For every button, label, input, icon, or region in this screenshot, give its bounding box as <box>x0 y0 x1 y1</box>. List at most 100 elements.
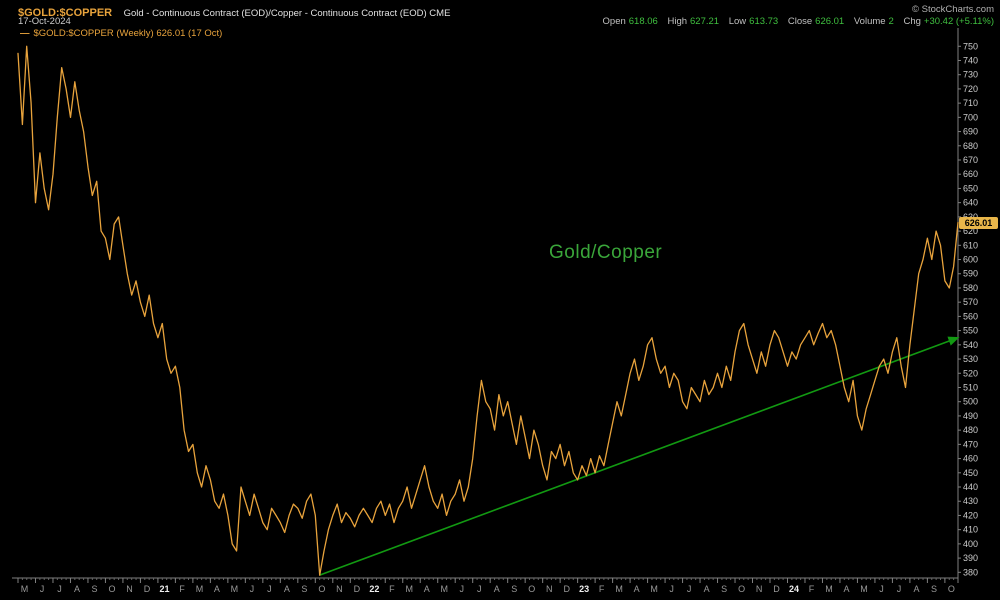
y-tick-label: 720 <box>963 84 978 94</box>
x-month-label: M <box>406 584 414 594</box>
x-month-label: S <box>721 584 727 594</box>
series-legend: — $GOLD:$COPPER (Weekly) 626.01 (17 Oct) <box>20 28 222 39</box>
x-month-label: O <box>318 584 325 594</box>
y-tick-label: 620 <box>963 226 978 236</box>
y-tick-label: 640 <box>963 198 978 208</box>
y-tick-label: 740 <box>963 55 978 65</box>
y-tick-label: 690 <box>963 127 978 137</box>
y-tick-label: 700 <box>963 112 978 122</box>
y-tick-label: 460 <box>963 454 978 464</box>
x-month-label: M <box>441 584 449 594</box>
legend-line-swatch: — <box>20 28 30 39</box>
y-tick-label: 670 <box>963 155 978 165</box>
x-year-label: 21 <box>159 584 169 594</box>
y-tick-label: 530 <box>963 354 978 364</box>
x-month-label: D <box>144 584 151 594</box>
y-tick-label: 450 <box>963 468 978 478</box>
x-month-label: O <box>948 584 955 594</box>
x-month-label: M <box>196 584 204 594</box>
x-month-label: A <box>424 584 430 594</box>
x-month-label: M <box>615 584 623 594</box>
x-month-label: N <box>126 584 133 594</box>
y-tick-label: 410 <box>963 525 978 535</box>
y-tick-label: 540 <box>963 340 978 350</box>
x-month-label: M <box>21 584 29 594</box>
chart-date: 17-Oct-2024 <box>18 16 71 27</box>
x-month-label: J <box>267 584 272 594</box>
x-month-label: S <box>92 584 98 594</box>
x-month-label: M <box>860 584 868 594</box>
chart-header: $GOLD:$COPPER Gold - Continuous Contract… <box>18 3 450 21</box>
x-month-label: A <box>284 584 290 594</box>
x-month-label: J <box>669 584 674 594</box>
y-tick-label: 680 <box>963 141 978 151</box>
y-tick-label: 750 <box>963 41 978 51</box>
high-label: High <box>667 16 688 27</box>
x-month-label: J <box>897 584 902 594</box>
legend-text: $GOLD:$COPPER (Weekly) 626.01 (17 Oct) <box>33 28 223 39</box>
x-month-label: N <box>756 584 763 594</box>
symbol-title: $GOLD:$COPPER <box>18 7 113 19</box>
x-month-label: F <box>599 584 605 594</box>
y-tick-label: 660 <box>963 169 978 179</box>
y-tick-label: 470 <box>963 439 978 449</box>
y-tick-label: 430 <box>963 496 978 506</box>
x-month-label: A <box>74 584 80 594</box>
x-month-label: J <box>687 584 692 594</box>
x-year-label: 22 <box>369 584 379 594</box>
x-month-label: A <box>844 584 850 594</box>
x-month-label: J <box>57 584 62 594</box>
x-month-label: A <box>913 584 919 594</box>
symbol-description: Gold - Continuous Contract (EOD)/Copper … <box>123 8 451 19</box>
y-tick-label: 480 <box>963 425 978 435</box>
close-label: Close <box>787 16 813 27</box>
open-label: Open <box>602 16 626 27</box>
x-month-label: M <box>650 584 658 594</box>
x-month-label: N <box>336 584 343 594</box>
x-month-label: D <box>563 584 570 594</box>
x-month-label: F <box>809 584 815 594</box>
x-month-label: F <box>179 584 185 594</box>
y-tick-label: 600 <box>963 255 978 265</box>
stockcharts-credit: © StockCharts.com <box>912 4 994 15</box>
last-price-label: 626.01 <box>959 216 998 229</box>
x-month-label: M <box>231 584 239 594</box>
quote-bar: Open 618.06 High 627.21 Low 613.73 Close 626… <box>596 16 994 27</box>
y-tick-label: 380 <box>963 567 978 577</box>
high-value: 627.21 <box>690 16 720 27</box>
x-month-label: O <box>528 584 535 594</box>
open-value: 618.06 <box>628 16 658 27</box>
x-month-label: A <box>214 584 220 594</box>
y-tick-label: 580 <box>963 283 978 293</box>
x-year-label: 24 <box>789 584 799 594</box>
low-label: Low <box>728 16 747 27</box>
x-month-label: A <box>634 584 640 594</box>
volume-value: 2 <box>888 16 894 27</box>
y-tick-label: 550 <box>963 326 978 336</box>
low-value: 613.73 <box>749 16 779 27</box>
x-month-label: O <box>108 584 115 594</box>
price-line <box>17 45 959 576</box>
chg-label: Chg <box>903 16 921 27</box>
gold-copper-annotation: Gold/Copper <box>549 242 663 263</box>
y-tick-label: 570 <box>963 297 978 307</box>
x-month-label: M <box>825 584 833 594</box>
y-tick-label: 590 <box>963 269 978 279</box>
y-tick-label: 610 <box>963 240 978 250</box>
y-tick-label: 520 <box>963 368 978 378</box>
x-month-label: J <box>477 584 482 594</box>
y-tick-label: 420 <box>963 510 978 520</box>
y-tick-label: 390 <box>963 553 978 563</box>
y-tick-label: 650 <box>963 183 978 193</box>
x-month-label: J <box>250 584 255 594</box>
x-month-label: F <box>389 584 395 594</box>
x-month-label: A <box>494 584 500 594</box>
x-year-label: 23 <box>579 584 589 594</box>
x-month-label: S <box>931 584 937 594</box>
y-tick-label: 510 <box>963 382 978 392</box>
y-tick-label: 730 <box>963 70 978 80</box>
y-tick-label: 440 <box>963 482 978 492</box>
y-tick-label: 560 <box>963 311 978 321</box>
